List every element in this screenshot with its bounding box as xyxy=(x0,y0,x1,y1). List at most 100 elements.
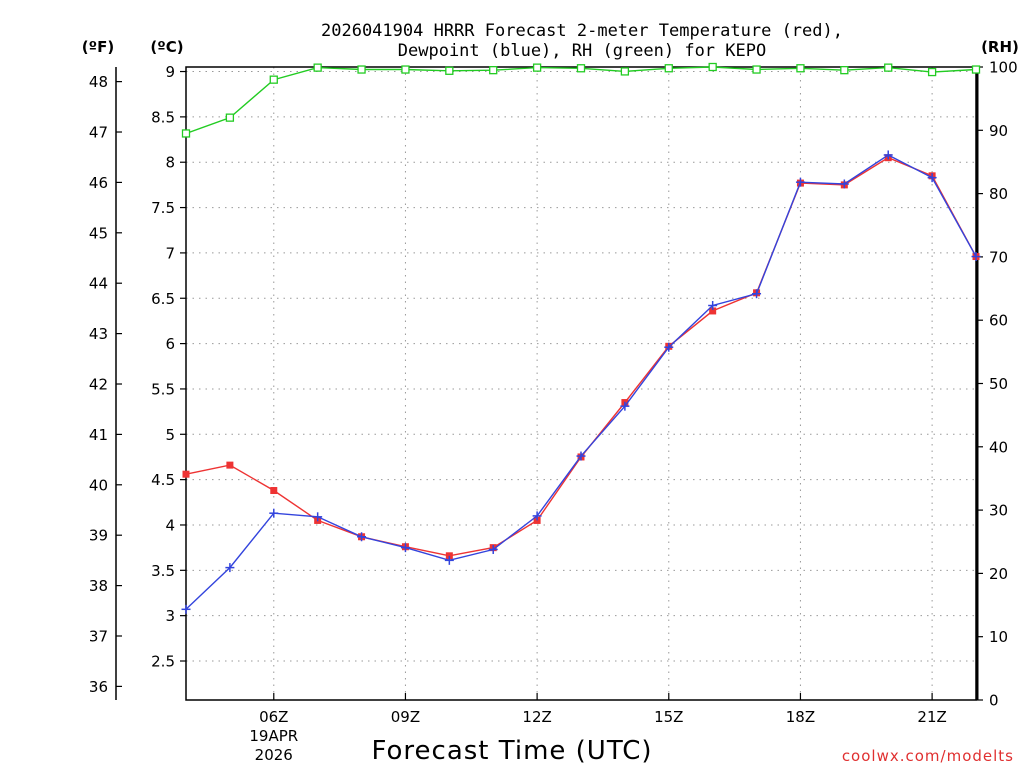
rh-point xyxy=(752,65,761,74)
rh-tick-label: 30 xyxy=(989,502,1008,520)
rh-point xyxy=(927,67,937,77)
celsius-tick-label: 9 xyxy=(165,63,175,81)
x-tick-label: 21Z xyxy=(917,708,946,726)
rh-point xyxy=(489,66,498,75)
temperature-point xyxy=(226,461,234,469)
x-tick-year: 2026 xyxy=(255,746,293,764)
x-tick-label: 06Z xyxy=(259,708,288,726)
dewpoint-point xyxy=(488,544,498,554)
dewpoint-point xyxy=(927,173,937,183)
rh-point xyxy=(357,65,366,74)
rh-point xyxy=(269,75,278,84)
rh-point xyxy=(620,67,630,76)
temperature-point xyxy=(445,552,453,560)
rh-point xyxy=(445,66,454,75)
dewpoint-point xyxy=(576,451,586,461)
rh-tick-label: 20 xyxy=(989,565,1008,583)
celsius-tick-label: 5.5 xyxy=(151,380,175,398)
temperature-point xyxy=(709,307,717,315)
dewpoint-point xyxy=(313,512,323,522)
rh-point xyxy=(708,62,717,72)
chart-title-line-1: 2026041904 HRRR Forecast 2-meter Tempera… xyxy=(321,21,843,41)
x-axis-label: Forecast Time (UTC) xyxy=(371,736,652,766)
dewpoint-point xyxy=(664,342,674,352)
temperature-line xyxy=(185,156,977,557)
rh-point xyxy=(664,64,673,73)
rh-tick-label: 60 xyxy=(989,312,1008,330)
fahrenheit-tick-label: 37 xyxy=(89,627,108,645)
rh-tick-label: 0 xyxy=(989,692,999,710)
x-tick-label: 18Z xyxy=(786,708,815,726)
celsius-tick-label: 7 xyxy=(165,244,175,262)
dewpoint-point xyxy=(971,252,981,262)
temperature-point xyxy=(182,470,190,478)
rh-point xyxy=(971,65,981,74)
dewpoint-point xyxy=(620,401,630,411)
fahrenheit-tick-label: 46 xyxy=(89,174,108,192)
rh-tick-label: 100 xyxy=(989,59,1018,77)
dewpoint-point xyxy=(532,511,542,521)
fahrenheit-tick-label: 48 xyxy=(89,73,108,91)
celsius-tick-label: 4.5 xyxy=(151,471,175,489)
celsius-tick-label: 7.5 xyxy=(151,199,175,217)
temperature-point xyxy=(270,487,278,495)
rh-tick-label: 70 xyxy=(989,248,1008,266)
rh-point xyxy=(181,129,191,138)
gridlines xyxy=(186,67,976,700)
rh-point xyxy=(796,64,805,73)
dewpoint-point xyxy=(444,555,454,565)
dewpoint-point xyxy=(225,563,235,573)
celsius-tick-label: 4 xyxy=(165,516,175,534)
celsius-tick-label: 2.5 xyxy=(151,653,175,671)
fahrenheit-tick-label: 45 xyxy=(89,224,108,242)
fahrenheit-tick-label: 36 xyxy=(89,678,108,696)
rh-tick-label: 90 xyxy=(989,122,1008,140)
rh-line xyxy=(185,66,977,135)
fahrenheit-tick-label: 47 xyxy=(89,124,108,142)
rh-axis-unit: (RH) xyxy=(981,38,1019,56)
celsius-tick-label: 6.5 xyxy=(151,290,175,308)
x-tick-date: 19APR xyxy=(249,727,298,745)
fahrenheit-tick-label: 43 xyxy=(89,325,108,343)
dewpoint-point xyxy=(181,604,191,614)
celsius-tick-label: 8.5 xyxy=(151,108,175,126)
dewpoint-point xyxy=(708,301,718,311)
dewpoint-line xyxy=(185,154,977,610)
x-tick-label: 09Z xyxy=(391,708,420,726)
rh-point xyxy=(576,64,586,73)
credit-link[interactable]: coolwx.com/modelts xyxy=(842,747,1014,765)
dewpoint-point xyxy=(269,508,279,518)
series xyxy=(181,62,981,614)
celsius-tick-label: 8 xyxy=(165,154,175,172)
chart-title-line-2: Dewpoint (blue), RH (green) for KEPO xyxy=(398,41,766,61)
celsius-tick-label: 3 xyxy=(165,607,175,625)
celsius-tick-label: 5 xyxy=(165,426,175,444)
rh-tick-label: 50 xyxy=(989,375,1008,393)
dewpoint-point xyxy=(883,150,893,160)
temperature-point xyxy=(533,516,541,524)
dewpoint-point xyxy=(400,543,410,553)
fahrenheit-tick-label: 39 xyxy=(89,527,108,545)
dewpoint-point xyxy=(357,532,367,542)
rh-point xyxy=(840,66,849,75)
dewpoint-point xyxy=(839,179,849,189)
fahrenheit-tick-label: 42 xyxy=(89,376,108,394)
rh-tick-label: 80 xyxy=(989,185,1008,203)
dewpoint-point xyxy=(795,177,805,187)
rh-point xyxy=(401,65,410,74)
fahrenheit-tick-label: 44 xyxy=(89,275,108,293)
axes: 2.5 3 3.5 4 4.5 5 5.5 6 6.5 7 7.5 8 8.5 9 36 37 38 39 40 41… xyxy=(89,59,1018,765)
rh-point xyxy=(884,63,893,72)
fahrenheit-tick-label: 41 xyxy=(89,426,108,444)
rh-point xyxy=(313,63,322,72)
celsius-tick-label: 6 xyxy=(165,335,175,353)
fahrenheit-tick-label: 38 xyxy=(89,577,108,595)
celsius-tick-label: 3.5 xyxy=(151,562,175,580)
celsius-axis-unit: (ºC) xyxy=(150,38,183,56)
x-tick-label: 15Z xyxy=(654,708,683,726)
rh-point xyxy=(532,63,542,72)
x-tick-label: 12Z xyxy=(522,708,551,726)
fahrenheit-tick-label: 40 xyxy=(89,476,108,494)
rh-tick-label: 10 xyxy=(989,628,1008,646)
